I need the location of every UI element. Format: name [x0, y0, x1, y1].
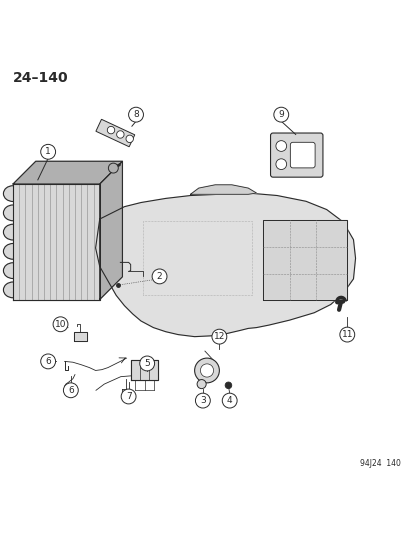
Circle shape — [63, 383, 78, 398]
Text: 2: 2 — [157, 272, 162, 281]
Circle shape — [275, 141, 286, 151]
Text: 9: 9 — [278, 110, 283, 119]
Text: 5: 5 — [144, 359, 150, 368]
Circle shape — [108, 163, 118, 173]
FancyBboxPatch shape — [270, 133, 322, 177]
Circle shape — [197, 379, 206, 389]
Polygon shape — [95, 193, 355, 337]
Text: 10: 10 — [55, 320, 66, 329]
Circle shape — [211, 329, 226, 344]
Circle shape — [140, 356, 154, 371]
Text: 12: 12 — [213, 332, 225, 341]
Polygon shape — [3, 185, 13, 201]
Circle shape — [194, 358, 219, 383]
Circle shape — [275, 159, 286, 169]
Circle shape — [128, 107, 143, 122]
Polygon shape — [3, 263, 13, 279]
Text: 6: 6 — [45, 357, 51, 366]
Circle shape — [116, 131, 124, 138]
Text: 8: 8 — [133, 110, 139, 119]
FancyBboxPatch shape — [290, 142, 314, 168]
Text: 4: 4 — [226, 396, 232, 405]
Circle shape — [40, 144, 55, 159]
Text: 6: 6 — [68, 386, 74, 395]
Circle shape — [225, 382, 231, 389]
Circle shape — [121, 389, 136, 404]
Text: 94J24  140: 94J24 140 — [359, 459, 400, 468]
Polygon shape — [190, 185, 256, 195]
Circle shape — [152, 269, 166, 284]
Polygon shape — [13, 161, 122, 184]
Polygon shape — [3, 224, 13, 240]
Text: 24–140: 24–140 — [13, 70, 69, 85]
Circle shape — [40, 354, 55, 369]
Polygon shape — [13, 184, 100, 300]
Polygon shape — [100, 161, 122, 300]
Polygon shape — [3, 205, 13, 221]
Text: 11: 11 — [341, 330, 352, 339]
Polygon shape — [3, 282, 13, 298]
FancyBboxPatch shape — [96, 119, 135, 147]
Circle shape — [107, 126, 114, 134]
Circle shape — [339, 327, 354, 342]
Circle shape — [222, 393, 237, 408]
Circle shape — [126, 135, 133, 142]
Polygon shape — [3, 244, 13, 259]
Circle shape — [53, 317, 68, 332]
Text: 3: 3 — [199, 396, 205, 405]
Text: 7: 7 — [126, 392, 131, 401]
Polygon shape — [131, 360, 157, 380]
Text: 1: 1 — [45, 147, 51, 156]
Circle shape — [195, 393, 210, 408]
Polygon shape — [262, 220, 347, 300]
Polygon shape — [74, 332, 86, 341]
Circle shape — [200, 364, 213, 377]
Circle shape — [273, 107, 288, 122]
